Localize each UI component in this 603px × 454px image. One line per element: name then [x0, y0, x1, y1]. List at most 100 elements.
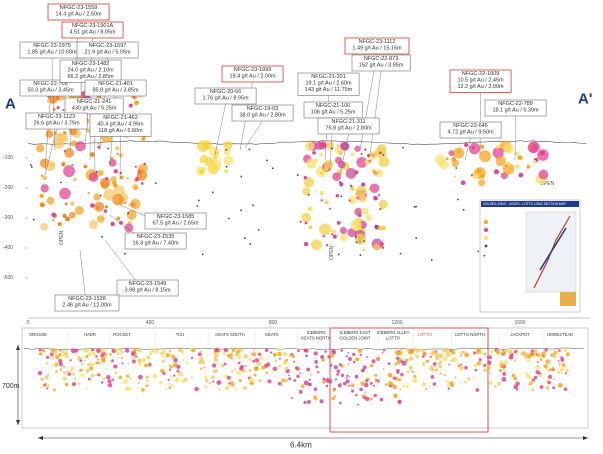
overview-intercept	[100, 381, 104, 384]
drill-pierce	[354, 235, 357, 238]
overview-intercept	[45, 355, 50, 359]
overview-intercept	[119, 349, 124, 355]
overview-intercept	[459, 351, 464, 355]
intercept	[134, 165, 137, 168]
overview-intercept	[313, 387, 318, 391]
overview-intercept	[80, 374, 83, 376]
drill-pierce	[457, 198, 459, 201]
overview-intercept	[376, 356, 381, 361]
callout-intercept: 152 g/t Au / 3.85m	[359, 63, 404, 69]
intercept	[130, 198, 141, 210]
overview-intercept	[38, 352, 42, 356]
overview-intercept	[496, 349, 499, 352]
overview-intercept	[523, 353, 529, 359]
intercept	[141, 136, 146, 141]
overview-intercept	[67, 372, 71, 376]
overview-intercept	[160, 355, 164, 358]
open-label: OPEN	[540, 181, 555, 187]
overview-intercept	[248, 357, 252, 361]
overview-intercept	[478, 358, 482, 362]
overview-intercept	[374, 373, 378, 377]
intercept	[336, 144, 340, 148]
overview-intercept	[314, 360, 318, 364]
overview-intercept	[77, 382, 80, 385]
callout-intercept: 66.2 g/t Au / 2.85m	[67, 74, 114, 80]
overview-intercept	[414, 353, 419, 358]
intercept	[56, 106, 60, 110]
intercept	[332, 234, 337, 239]
intercept	[381, 225, 386, 231]
overview-intercept	[431, 350, 437, 355]
overview-intercept	[443, 373, 446, 376]
drill-pierce	[402, 146, 404, 149]
overview-intercept	[504, 350, 507, 353]
overview-intercept	[221, 364, 224, 368]
overview-intercept	[53, 363, 57, 366]
intercept	[143, 162, 147, 166]
intercept	[46, 196, 55, 205]
x-tick-label: 800	[269, 320, 278, 326]
intercept	[464, 143, 469, 147]
overview-intercept	[545, 385, 550, 391]
overview-intercept	[70, 366, 75, 371]
overview-intercept	[213, 352, 219, 358]
intercept	[314, 158, 318, 163]
callout-intercept: 10.5 g/t Au / 2.45m	[457, 78, 504, 84]
overview-intercept	[357, 403, 360, 406]
x-tick-label: 400	[146, 320, 155, 326]
intercept	[337, 160, 346, 169]
overview-intercept	[69, 359, 72, 362]
overview-intercept	[200, 367, 203, 370]
overview-intercept	[306, 367, 311, 372]
overview-intercept	[101, 348, 106, 353]
drill-pierce	[257, 229, 260, 231]
x-tick-label: 1600	[514, 320, 525, 326]
intercept	[93, 193, 101, 201]
leader	[214, 103, 226, 156]
overview-intercept	[100, 353, 104, 357]
overview-intercept	[446, 379, 450, 384]
overview-intercept	[197, 352, 202, 357]
overview-intercept	[65, 349, 68, 352]
overview-intercept	[423, 364, 426, 367]
overview-intercept	[182, 358, 185, 361]
overview-intercept	[516, 388, 519, 391]
overview-intercept	[287, 374, 290, 377]
intercept	[112, 194, 124, 206]
overview-intercept	[322, 380, 326, 384]
overview-intercept	[172, 362, 178, 368]
overview-intercept	[205, 379, 209, 383]
callout-intercept: 24.0 g/t Au / 2.10m	[67, 68, 114, 74]
overview-intercept	[474, 368, 478, 372]
drill-pierce	[359, 254, 362, 257]
intercept	[537, 149, 549, 161]
overview-intercept	[269, 351, 273, 354]
overview-intercept	[124, 348, 130, 353]
overview-intercept	[406, 369, 411, 374]
overview-intercept	[392, 376, 396, 380]
overview-intercept	[151, 350, 154, 353]
callout-hole: NFGC-23-1975	[33, 43, 71, 49]
overview-intercept	[80, 363, 83, 366]
callout-intercept: 50.3 g/t Au / 3.45m	[27, 88, 74, 94]
zone-label: ICEBERG EAST	[340, 330, 371, 335]
intercept	[199, 154, 209, 164]
overview-intercept	[209, 382, 212, 384]
overview-intercept	[435, 353, 440, 359]
intercept	[373, 243, 381, 251]
overview-intercept	[483, 363, 487, 368]
intercept	[39, 193, 44, 198]
overview-intercept	[125, 374, 130, 378]
intercept	[339, 226, 347, 234]
callout-intercept: 1.85 g/t Au / 10.60m	[27, 50, 77, 56]
overview-intercept	[533, 375, 538, 380]
overview-intercept	[371, 359, 376, 364]
overview-intercept	[240, 348, 243, 352]
overview-intercept	[563, 387, 568, 391]
overview-intercept	[325, 384, 329, 388]
intercept	[72, 177, 77, 182]
overview-intercept	[264, 349, 267, 352]
depth-label: 700m	[2, 383, 20, 390]
overview-intercept	[259, 356, 263, 360]
